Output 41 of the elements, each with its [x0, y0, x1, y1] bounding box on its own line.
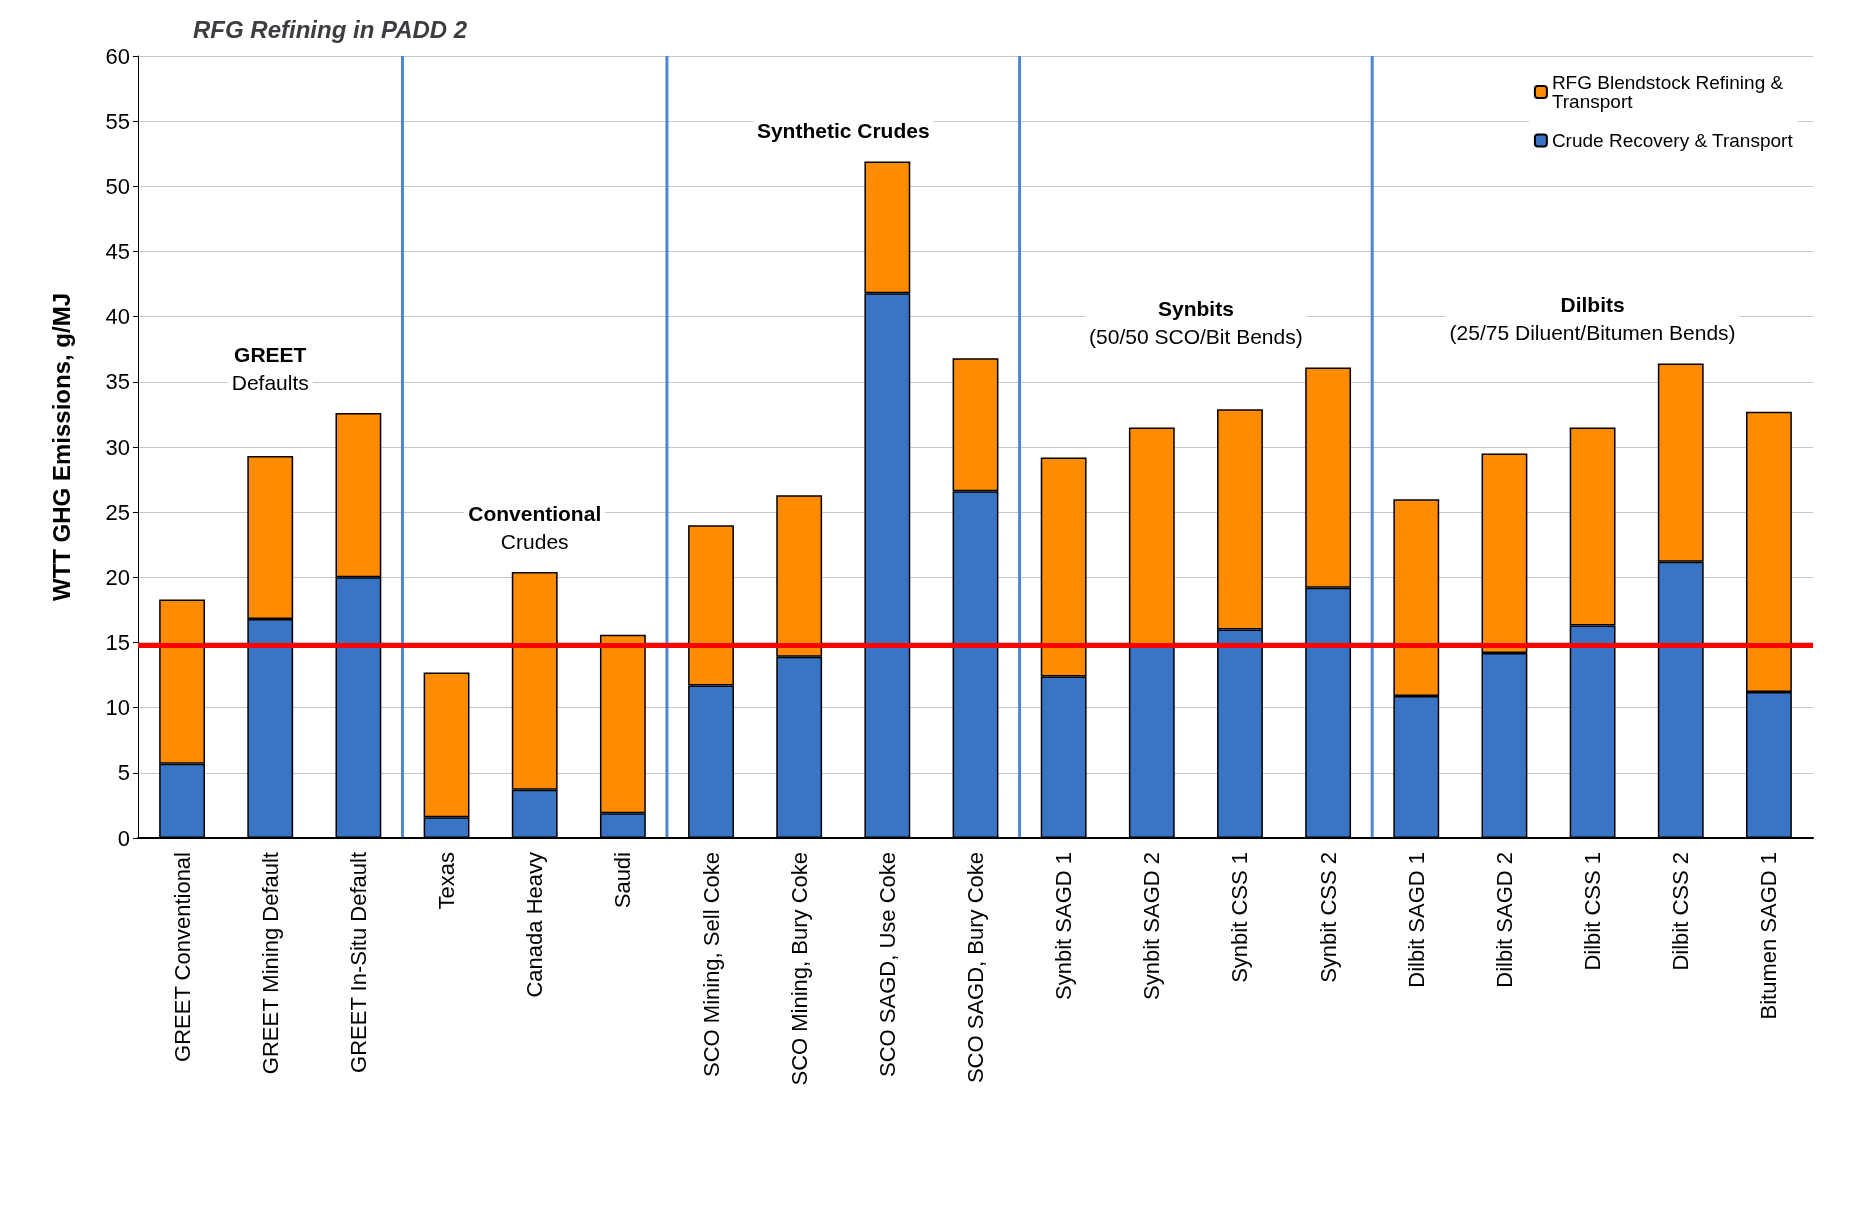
band-label: Conventional Crudes [468, 501, 602, 553]
y-tick-label: 40 [105, 304, 130, 330]
x-tick-label: GREET Mining Default [257, 852, 283, 1075]
x-tick-label: GREET Conventional [169, 852, 195, 1062]
y-tick-label: 25 [105, 499, 130, 525]
x-tick-label: SCO Mining, Sell Coke [698, 852, 724, 1077]
x-tick-label: Synbit CSS 1 [1227, 852, 1253, 983]
y-tick-label: 20 [105, 564, 130, 590]
y-tick-label: 55 [105, 108, 130, 134]
x-tick-label: Dilbit CSS 2 [1668, 852, 1694, 971]
y-tick-label: 5 [117, 760, 130, 786]
band-label: Dilbits (25/75 Diluent/Bitumen Bends) [1449, 293, 1736, 345]
x-tick-label: Synbit CSS 2 [1315, 852, 1341, 983]
legend-label: Crude Recovery & Transport [1551, 130, 1794, 151]
x-tick-label: SCO SAGD, Use Coke [874, 852, 900, 1077]
y-axis-title: WTT GHG Emissions, g/MJ [47, 292, 75, 602]
y-tick-label: 15 [105, 630, 130, 655]
y-tick-label: 35 [105, 369, 130, 395]
x-tick-label: GREET In-Situ Default [345, 852, 371, 1073]
x-tick-label: SCO Mining, Bury Coke [786, 852, 812, 1086]
x-tick-label: Bitumen SAGD 1 [1756, 852, 1782, 1020]
band-label: Synthetic Crudes [756, 119, 930, 143]
x-tick-label: Synbit SAGD 1 [1051, 852, 1077, 1000]
x-tick-label: Saudi [610, 852, 636, 909]
x-tick-label: Dilbit SAGD 1 [1403, 852, 1429, 988]
band-label: GREET Defaults [231, 342, 309, 394]
y-tick-label: 30 [105, 434, 130, 460]
x-tick-label: Synbit SAGD 2 [1139, 852, 1165, 1000]
legend-label: RFG Blendstock Refining & Transport [1551, 72, 1789, 112]
y-tick-label: 50 [105, 173, 130, 199]
y-tick-label: 10 [105, 695, 130, 721]
x-tick-label: Dilbit CSS 1 [1580, 852, 1606, 971]
chart-title: RFG Refining in PADD 2 [193, 15, 468, 43]
band-label: Synbits (50/50 SCO/Bit Bends) [1089, 297, 1303, 348]
y-tick-label: 0 [117, 825, 130, 851]
x-tick-label: SCO SAGD, Bury Coke [963, 852, 988, 1084]
x-tick-label: Dilbit SAGD 2 [1491, 852, 1517, 988]
x-tick-label: Canada Heavy [522, 852, 548, 998]
x-tick-label: Texas [434, 852, 460, 910]
y-tick-label: 60 [105, 43, 130, 69]
y-tick-label: 45 [105, 239, 130, 264]
